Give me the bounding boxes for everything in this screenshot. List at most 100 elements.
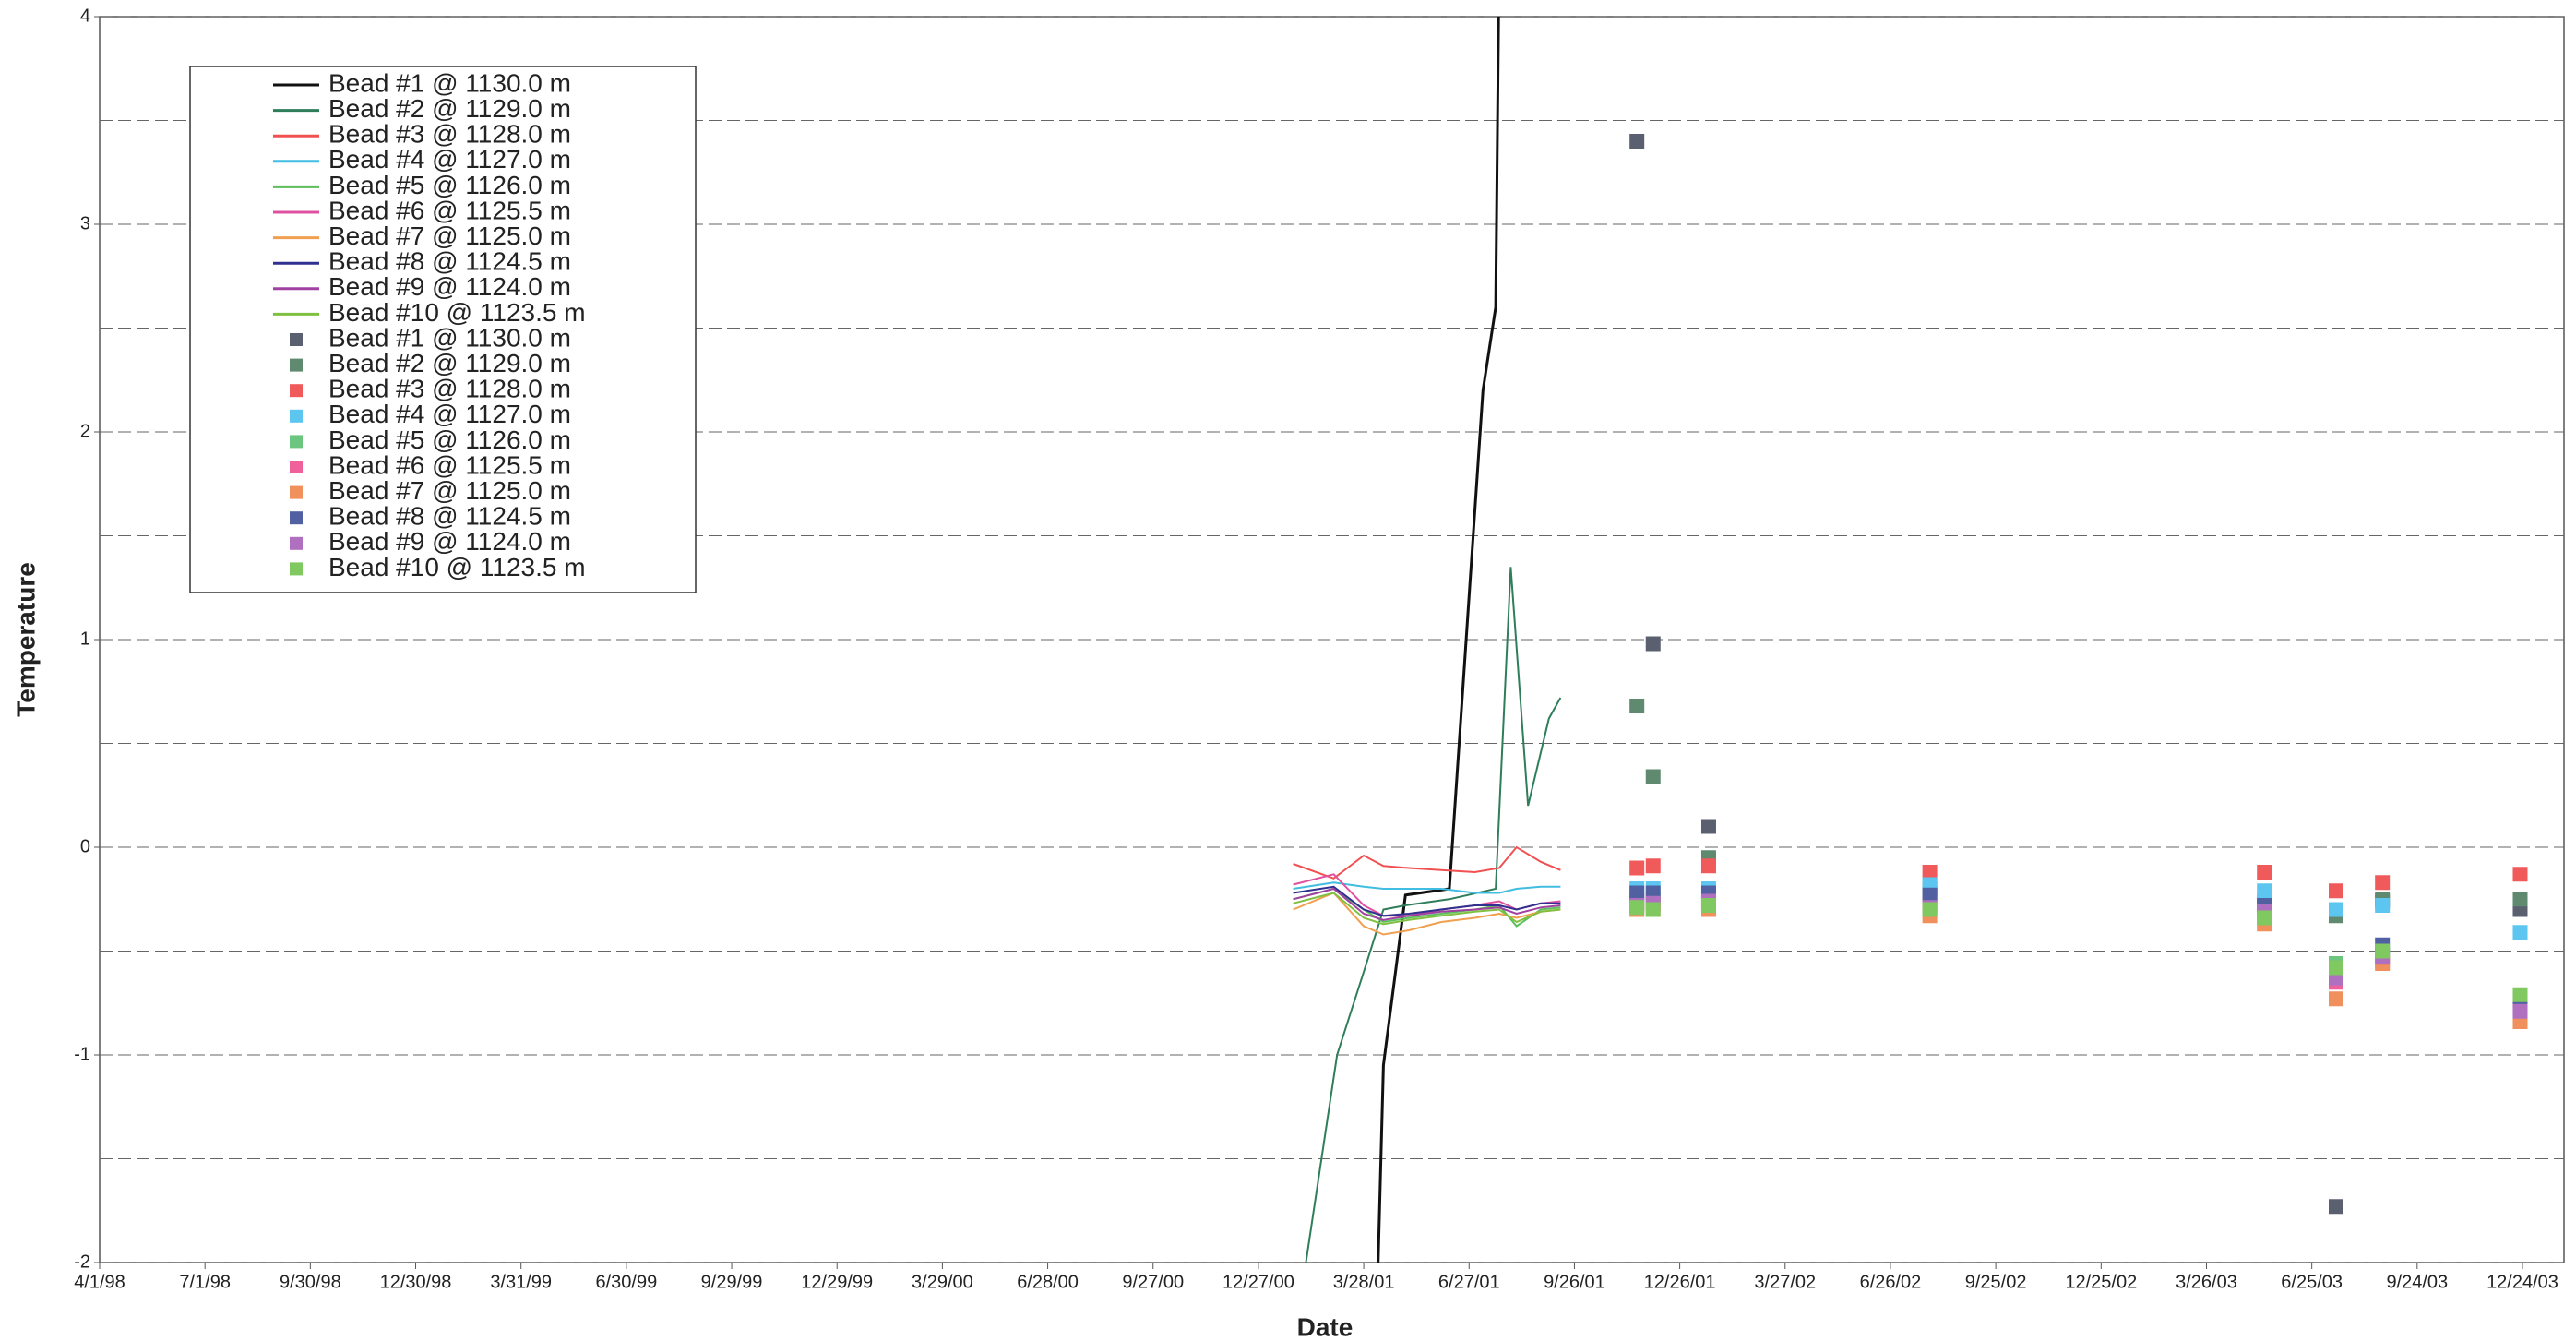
data-line [1305,567,1562,1263]
legend-label: Bead #10 @ 1123.5 m [328,298,586,327]
y-tick-label: 1 [80,629,90,649]
legend-label: Bead #3 @ 1128.0 m [328,375,571,403]
data-point [1629,885,1645,901]
legend-marker [290,409,303,423]
y-tick-label: 3 [80,213,90,233]
data-point [2375,898,2391,913]
y-tick-label: -2 [74,1251,90,1272]
data-point [2329,1199,2343,1215]
legend-label: Bead #3 @ 1128.0 m [328,120,571,149]
data-point [2329,883,2343,899]
legend-label: Bead #5 @ 1126.0 m [328,425,571,454]
legend-label: Bead #5 @ 1126.0 m [328,171,571,199]
x-tick-label: 12/24/03 [2487,1272,2558,1292]
x-tick-label: 12/25/02 [2065,1272,2137,1292]
data-line [1293,892,1561,926]
legend-marker [290,435,303,449]
x-tick-label: 6/28/00 [1017,1272,1079,1292]
data-point [1922,887,1938,903]
data-point [1700,819,1716,834]
data-point [1629,699,1645,713]
x-tick-label: 12/29/99 [801,1272,873,1292]
x-tick-label: 3/28/01 [1333,1272,1395,1292]
legend-label: Bead #8 @ 1124.5 m [328,502,571,531]
y-tick-label: -1 [74,1044,90,1064]
data-point [2375,943,2391,959]
x-tick-label: 4/1/98 [74,1272,125,1292]
data-point [2257,910,2272,926]
x-tick-label: 12/26/01 [1644,1272,1716,1292]
data-point [2375,875,2391,891]
legend-label: Bead #8 @ 1124.5 m [328,247,571,276]
data-point [2329,902,2343,917]
x-tick-label: 6/27/01 [1438,1272,1500,1292]
x-tick-label: 12/30/98 [380,1272,452,1292]
data-line [1293,887,1561,921]
data-line [1293,881,1561,894]
x-tick-label: 6/26/02 [1860,1272,1922,1292]
x-tick-label: 3/26/03 [2176,1272,2237,1292]
x-tick-label: 6/25/03 [2281,1272,2343,1292]
legend-marker [290,536,303,550]
data-line [1293,892,1561,936]
data-line [1293,885,1561,917]
y-axis-title: Temperature [11,562,40,717]
legend-label: Bead #7 @ 1125.0 m [328,476,571,505]
legend-label: Bead #4 @ 1127.0 m [328,400,571,428]
legend-marker [290,358,303,372]
data-point [2329,960,2343,976]
x-tick-label: 3/31/99 [490,1272,552,1292]
data-point [1629,134,1645,149]
x-tick-label: 3/27/02 [1754,1272,1816,1292]
data-point [1700,858,1716,874]
legend-label: Bead #1 @ 1130.0 m [328,323,571,352]
data-point [2512,1003,2528,1019]
x-tick-label: 9/24/03 [2386,1272,2448,1292]
legend-label: Bead #10 @ 1123.5 m [328,553,586,581]
x-tick-label: 3/29/00 [912,1272,973,1292]
data-point [1922,865,1938,880]
data-point [1629,900,1645,916]
data-point [1645,902,1661,917]
data-point [1645,769,1661,784]
x-tick-label: 9/26/01 [1544,1272,1605,1292]
data-point [1922,902,1938,917]
legend-marker [290,562,303,576]
legend-marker [290,511,303,525]
legend-label: Bead #9 @ 1124.0 m [328,527,571,556]
data-point [2329,991,2343,1007]
legend-label: Bead #6 @ 1125.5 m [328,196,571,224]
plot-area [1293,17,2528,1263]
data-point [1700,898,1716,913]
data-point [2257,865,2272,880]
x-tick-label: 9/25/02 [1965,1272,2027,1292]
data-point [2512,892,2528,907]
legend-box [189,66,697,593]
data-point [2512,925,2528,940]
data-point [2512,987,2528,1002]
x-axis-title: Date [1297,1312,1354,1341]
legend-label: Bead #2 @ 1129.0 m [328,94,571,123]
data-line [1293,873,1561,917]
legend-label: Bead #1 @ 1130.0 m [328,68,571,97]
x-tick-label: 9/27/00 [1122,1272,1184,1292]
x-tick-label: 9/30/98 [280,1272,341,1292]
legend-marker [290,485,303,499]
legend-marker [290,333,303,346]
y-tick-label: 0 [80,836,90,856]
legend-label: Bead #2 @ 1129.0 m [328,349,571,377]
legend-label: Bead #7 @ 1125.0 m [328,222,571,250]
legend-label: Bead #4 @ 1127.0 m [328,145,571,174]
x-tick-label: 9/29/99 [701,1272,763,1292]
data-line [1377,17,1500,1263]
data-point [2512,867,2528,882]
data-line [1293,845,1561,880]
data-point [1629,860,1645,876]
x-tick-label: 6/30/99 [596,1272,658,1292]
x-tick-label: 7/1/98 [179,1272,231,1292]
legend-label: Bead #6 @ 1125.5 m [328,450,571,479]
x-tick-label: 12/27/00 [1222,1272,1294,1292]
y-tick-label: 4 [80,6,90,26]
